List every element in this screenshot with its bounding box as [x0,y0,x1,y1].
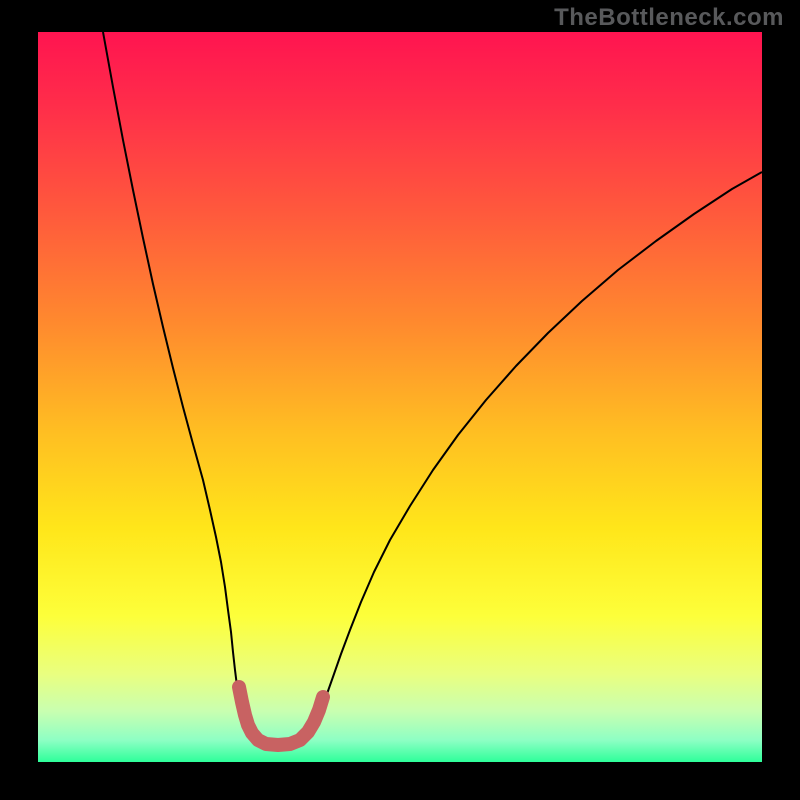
plot-area [38,32,762,762]
plot-svg [38,32,762,762]
chart-container: TheBottleneck.com [0,0,800,800]
watermark-text: TheBottleneck.com [554,4,784,32]
